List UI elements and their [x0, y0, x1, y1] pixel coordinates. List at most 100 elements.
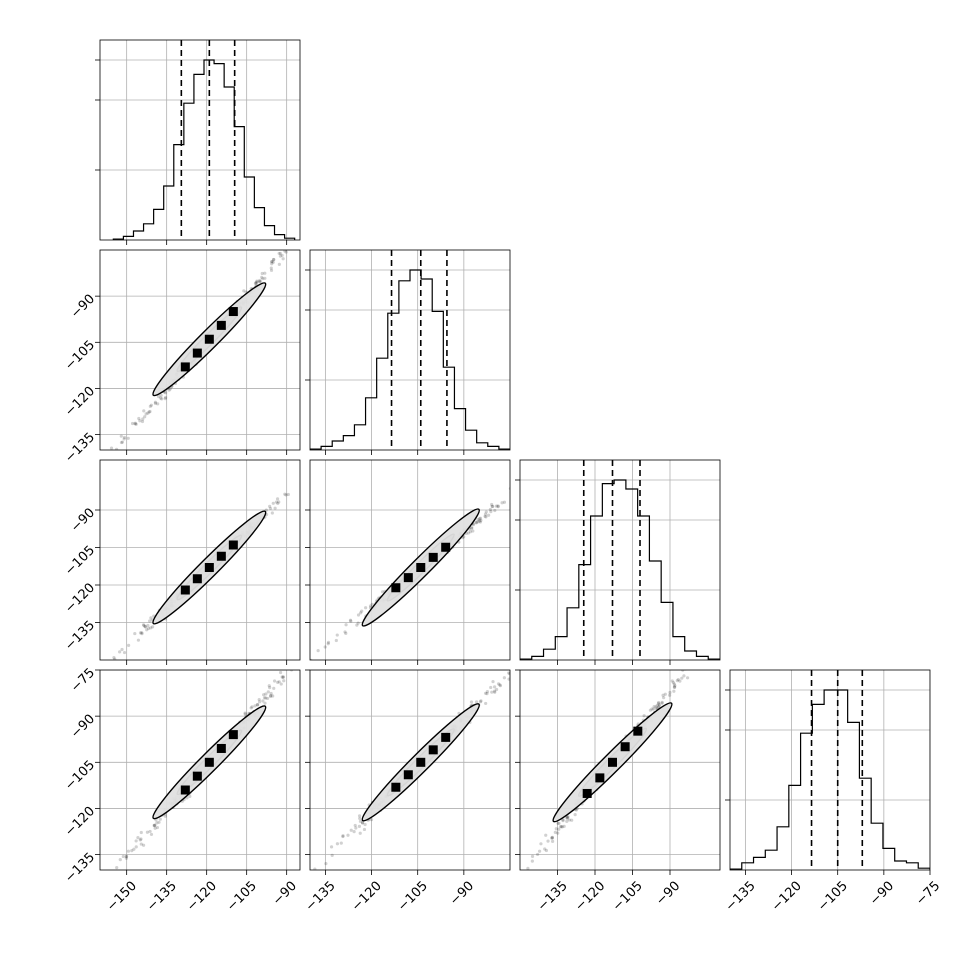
sample-point [152, 823, 156, 828]
sample-point [346, 833, 350, 837]
sample-point [484, 701, 488, 706]
sample-point [492, 685, 497, 689]
sample-point [330, 853, 334, 857]
density-core [216, 320, 226, 330]
sample-point [485, 692, 489, 696]
sample-point [258, 279, 263, 284]
density-core [403, 770, 413, 780]
y-tick-label: −135 [62, 430, 98, 466]
sample-point [257, 280, 262, 284]
sample-point [148, 829, 152, 834]
panel-frame [99, 459, 301, 661]
sample-point [159, 393, 163, 398]
sample-point [277, 680, 281, 684]
sample-point [243, 711, 247, 715]
sample-point [524, 872, 527, 875]
sample-point [146, 623, 150, 628]
sample-point [334, 638, 338, 643]
sample-point [273, 506, 277, 510]
sample-point [151, 625, 155, 629]
sample-point [280, 675, 284, 679]
sample-point [137, 416, 141, 421]
sample-point [469, 700, 474, 704]
sample-point [286, 492, 290, 497]
density-core [595, 773, 605, 783]
sample-point [258, 278, 262, 283]
sample-point [537, 849, 542, 853]
sample-point [494, 687, 499, 692]
sample-point [287, 666, 290, 669]
sample-point [493, 690, 497, 694]
x-tick-label: −105 [395, 879, 431, 915]
sample-point [277, 500, 281, 504]
y-tick-label: −105 [62, 543, 98, 579]
sample-point [146, 411, 150, 415]
sample-point [661, 693, 665, 697]
sample-point [149, 616, 153, 620]
panel-3-3: −135 −120 −105 −90 −75 [723, 669, 943, 915]
sample-point [266, 690, 270, 694]
sample-point [253, 704, 257, 708]
sample-point [305, 652, 308, 655]
sample-point [362, 827, 367, 832]
sample-point [695, 664, 698, 667]
sample-point [484, 510, 488, 514]
sample-point [59, 505, 62, 508]
sample-point [268, 506, 273, 511]
panel-frame [309, 459, 511, 661]
sample-point [160, 397, 164, 401]
sample-point [479, 518, 483, 522]
sample-point [324, 211, 327, 214]
sample-point [553, 830, 557, 835]
sample-point [492, 689, 497, 693]
sample-point [276, 501, 280, 505]
sample-point [140, 631, 144, 635]
sample-point [349, 619, 353, 623]
sample-point [560, 825, 564, 829]
sample-point [283, 250, 287, 253]
sample-point [133, 421, 137, 425]
sample-point [468, 530, 473, 534]
sample-point [692, 663, 695, 666]
sample-point [354, 826, 358, 830]
panel-frame [309, 669, 511, 871]
sample-point [260, 275, 264, 279]
sample-point [143, 625, 147, 629]
sample-point [363, 822, 367, 827]
density-core [416, 563, 426, 572]
sample-point [288, 246, 291, 249]
sample-point [130, 421, 135, 426]
sample-point [316, 649, 320, 653]
sample-point [496, 908, 499, 911]
sample-point [550, 835, 554, 839]
sample-point [541, 640, 544, 643]
sample-point [510, 886, 513, 889]
sample-point [163, 397, 167, 401]
sample-point [155, 821, 159, 825]
sample-point [565, 815, 569, 820]
panel-2-0: −135−120−105 −90 [62, 459, 307, 665]
density-core [441, 732, 451, 742]
sample-point [491, 679, 495, 684]
sample-point [544, 833, 548, 837]
sample-point [303, 647, 306, 650]
sample-point [283, 492, 287, 496]
sample-point [302, 880, 305, 883]
density-core [204, 334, 214, 344]
x-tick-label: −150 [104, 879, 140, 915]
sample-point [113, 872, 116, 875]
sample-point [156, 402, 160, 406]
sample-point [148, 404, 152, 408]
sample-point [250, 705, 254, 709]
sample-point [141, 843, 146, 847]
sample-point [496, 505, 500, 509]
sample-point [489, 685, 493, 690]
sample-point [498, 684, 503, 688]
sample-point [304, 484, 307, 487]
sample-point [359, 611, 363, 615]
histogram-step [520, 479, 720, 660]
sample-point [483, 512, 488, 516]
sample-point [143, 415, 147, 419]
sample-point [120, 440, 125, 444]
